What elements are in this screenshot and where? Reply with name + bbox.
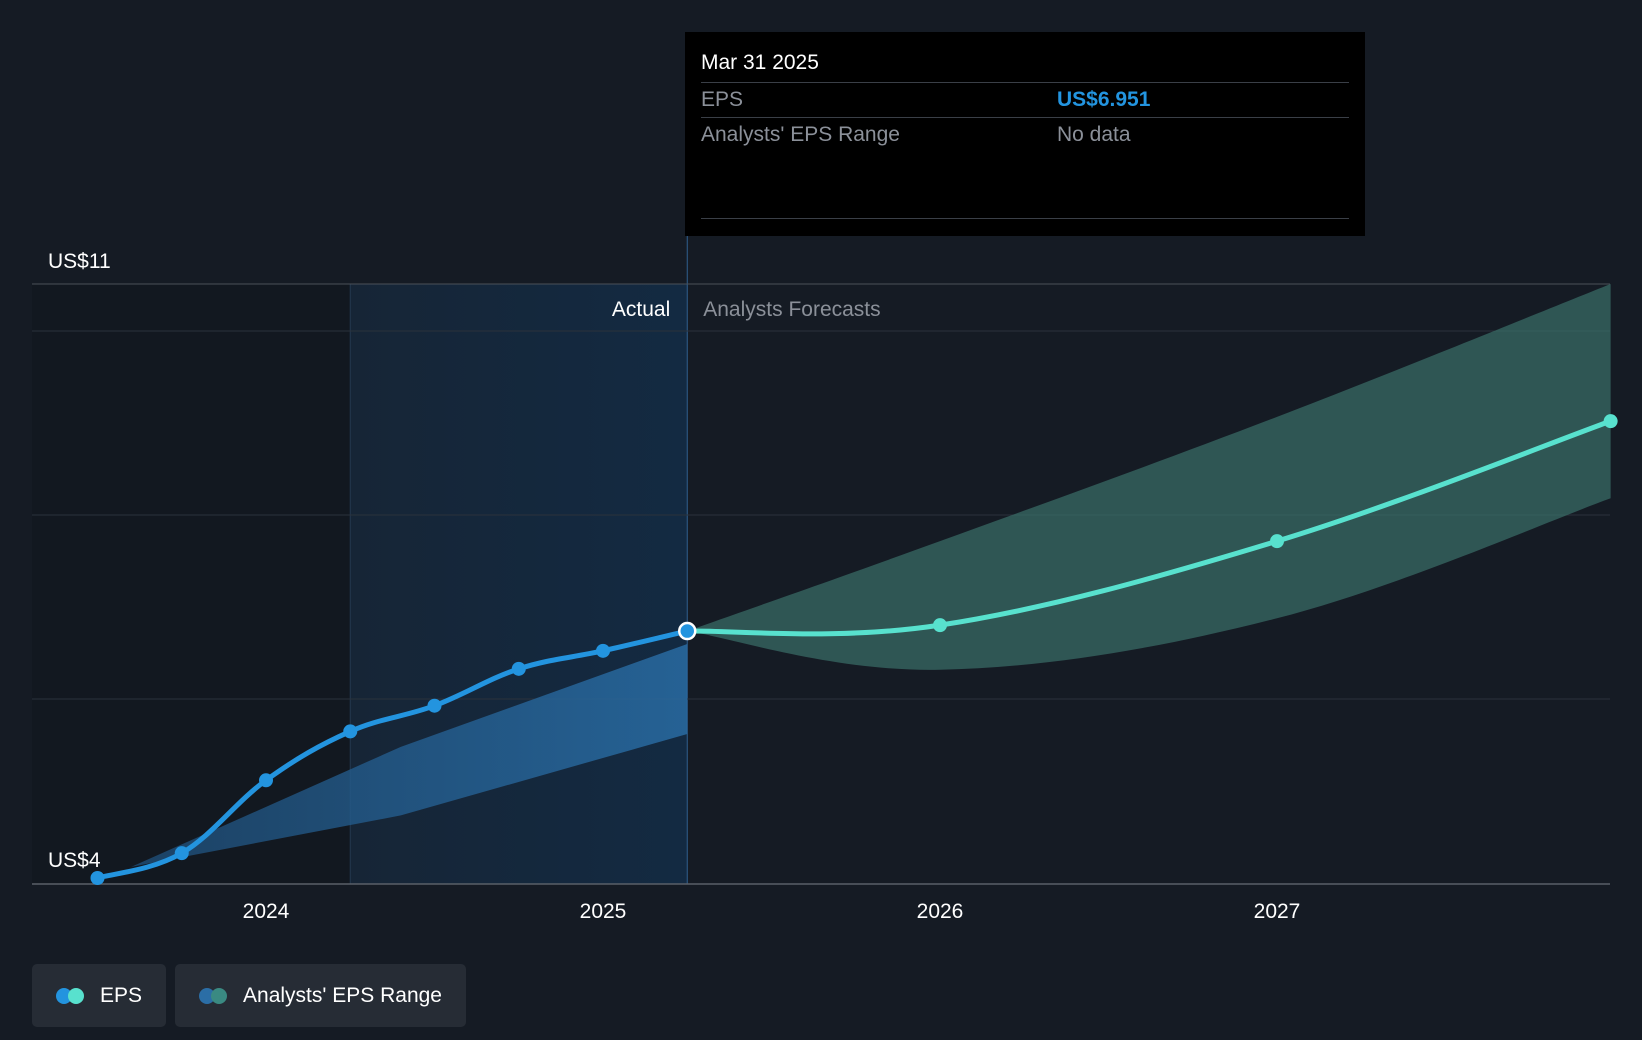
y-axis-bottom-label: US$4 xyxy=(48,849,101,872)
x-tick-label: 2025 xyxy=(580,900,627,923)
eps-actual-point xyxy=(174,846,189,861)
legend-range-label: Analysts' EPS Range xyxy=(243,983,442,1007)
eps-forecast-line xyxy=(684,418,1614,637)
x-tick-label: 2026 xyxy=(917,900,964,923)
tooltip: Mar 31 2025 EPS US$6.951 Analysts' EPS R… xyxy=(685,32,1365,236)
eps-actual-point xyxy=(259,773,273,788)
tooltip-divider xyxy=(701,218,1349,219)
legend-eps-label: EPS xyxy=(100,983,143,1007)
eps-forecast-point xyxy=(1603,414,1618,429)
eps-legend-icon xyxy=(56,987,86,1004)
tooltip-range-label: Analysts' EPS Range xyxy=(701,123,900,146)
eps-forecast-point xyxy=(1270,534,1284,549)
tooltip-range-value: No data xyxy=(1057,123,1131,146)
legend: EPS Analysts' EPS Range xyxy=(32,964,466,1027)
legend-item-eps-range[interactable]: Analysts' EPS Range xyxy=(175,964,466,1027)
eps-actual-line xyxy=(95,628,690,881)
eps-range-forecast-area xyxy=(687,284,1611,670)
tooltip-range-row: Analysts' EPS Range No data xyxy=(701,118,1349,152)
actual-region-label: Actual xyxy=(612,298,670,321)
y-axis-top-label: US$11 xyxy=(48,250,111,273)
eps-highlight-point xyxy=(678,621,697,641)
tooltip-eps-label: EPS xyxy=(701,88,744,111)
pre-highlight-region xyxy=(32,284,351,884)
eps-actual-point xyxy=(596,643,610,658)
eps-actual-point xyxy=(90,871,105,885)
eps-actual-point xyxy=(511,661,526,676)
forecast-region-label: Analysts Forecasts xyxy=(703,298,880,321)
eps-actual-point xyxy=(427,698,442,713)
x-tick-label: 2027 xyxy=(1254,900,1301,923)
tooltip-eps-row: EPS US$6.951 xyxy=(701,83,1349,118)
x-tick-label: 2024 xyxy=(243,900,290,923)
eps-actual-point xyxy=(343,724,358,739)
tooltip-eps-value: US$6.951 xyxy=(1057,88,1151,111)
gridlines xyxy=(32,283,1610,885)
eps-range-actual-area xyxy=(131,644,688,867)
eps-range-legend-icon xyxy=(199,987,229,1004)
eps-forecast-point xyxy=(933,618,947,633)
legend-item-eps[interactable]: EPS xyxy=(32,964,167,1027)
tooltip-date: Mar 31 2025 xyxy=(701,46,1349,83)
